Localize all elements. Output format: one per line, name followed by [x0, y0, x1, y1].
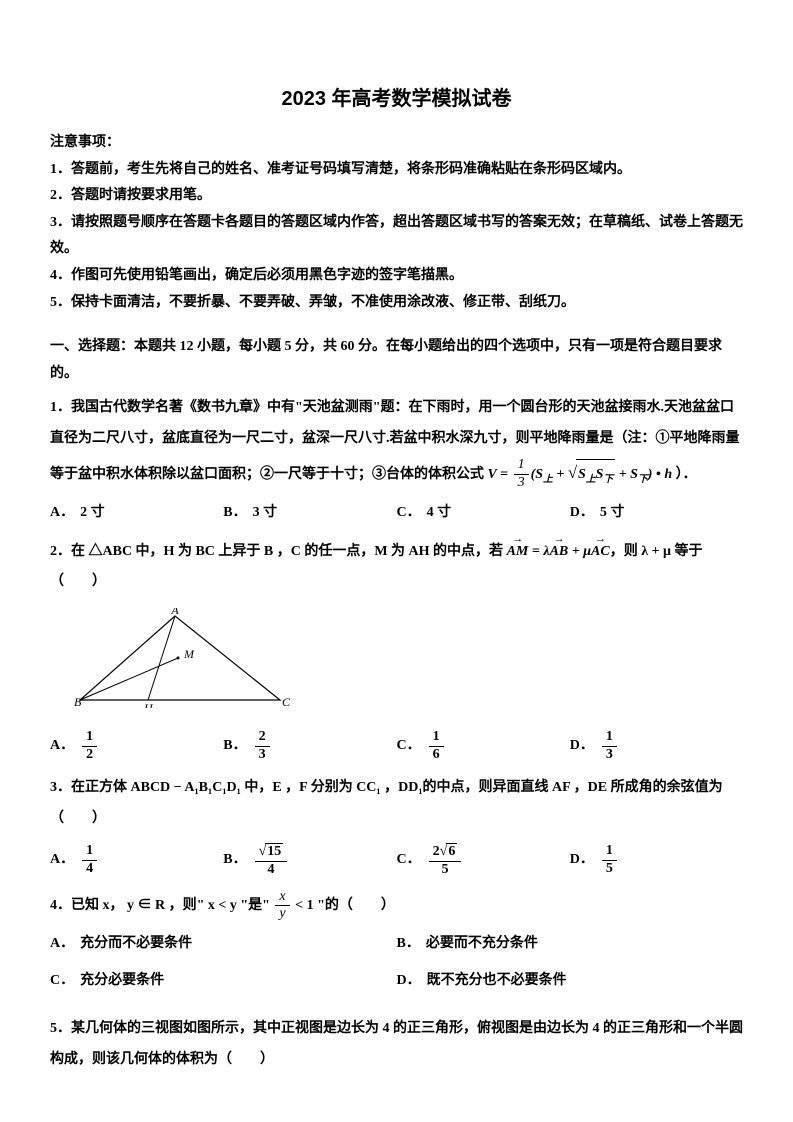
question-5: 5．某几何体的三视图如图所示，其中正视图是边长为 4 的正三角形，俯视图是由边长… [50, 1014, 743, 1076]
q1-formula: V = 13(S上 + √S上S下 + S下) • h [488, 467, 676, 482]
q3c-sqrt: 6 [446, 843, 457, 861]
label-b: B． [223, 847, 246, 874]
q1-option-c: C．4 寸 [397, 500, 570, 527]
triangle-icon: A B C H M [70, 608, 290, 708]
q3-option-c: C． 2√65 [397, 843, 570, 879]
q3-option-d: D． 15 [570, 843, 743, 879]
question-2: 2．在 △ABC 中，H 为 BC 上异于 B ，C 的任一点，M 为 AH 的… [50, 537, 743, 599]
instruction-item: 5．保持卡面清洁，不要折暴、不要弄破、弄皱，不准使用涂改液、修正带、刮纸刀。 [50, 290, 743, 317]
q2a-num: 1 [82, 729, 97, 747]
q4-optD-text: 既不充分也不必要条件 [427, 973, 567, 988]
instruction-item: 2．答题时请按要求用笔。 [50, 183, 743, 210]
svg-text:B: B [74, 695, 82, 708]
q3b-num: √15 [255, 843, 288, 862]
q1-optC-text: 4 寸 [427, 500, 452, 527]
label-c: C． [397, 847, 421, 874]
q3-text: 3．在正方体 ABCD − A₁B₁C₁D₁ 中，E ，F 分别为 CC₁ ，D… [50, 780, 723, 826]
q4-text-b: < 1 "的（ ） [292, 898, 395, 913]
q4-option-b: B． 必要而不充分条件 [397, 931, 744, 958]
q2b-den: 3 [255, 747, 270, 764]
label-a: A． [50, 936, 74, 951]
label-b: B． [223, 500, 246, 527]
q1-options: A．2 寸 B． 3 寸 C．4 寸 D．5 寸 [50, 500, 743, 527]
label-d: D． [570, 847, 594, 874]
question-4: 4．已知 x， y ∈ R ，则" x < y "是" xy < 1 "的（ ） [50, 889, 743, 924]
svg-text:H: H [143, 701, 154, 708]
q2d-num: 1 [602, 729, 617, 747]
q3d-den: 5 [602, 861, 617, 878]
instruction-item: 3．请按照题号顺序在答题卡各题目的答题区域内作答，超出答题区域书写的答案无效；在… [50, 210, 743, 263]
q2d-den: 3 [602, 747, 617, 764]
label-d: D． [570, 500, 594, 527]
q3-options: A．14 B．√154 C．2√65 D．15 [50, 843, 743, 879]
label-a: A． [50, 500, 74, 527]
q2-figure: A B C H M [70, 608, 743, 719]
question-1: 1．我国古代数学名著《数书九章》中有"天池盆测雨"题：在下雨时，用一个圆台形的天… [50, 393, 743, 492]
label-c: C． [397, 733, 421, 760]
q5-text: 5．某几何体的三视图如图所示，其中正视图是边长为 4 的正三角形，俯视图是由边长… [50, 1021, 743, 1067]
q2-option-c: C． 16 [397, 729, 570, 764]
q4-option-a: A． 充分而不必要条件 [50, 931, 397, 958]
q3-option-a: A． 14 [50, 843, 223, 879]
q2a-den: 2 [82, 747, 97, 764]
svg-text:A: A [170, 608, 179, 617]
q1-text: 1．我国古代数学名著《数书九章》中有"天池盆测雨"题：在下雨时，用一个圆台形的天… [50, 400, 740, 482]
q3d-num: 1 [602, 843, 617, 861]
q1-option-d: D．5 寸 [570, 500, 743, 527]
q2b-num: 2 [255, 729, 270, 747]
q3-option-b: B． √154 [223, 843, 396, 879]
q2-options: A．12 B．23 C．16 D．13 [50, 729, 743, 764]
q4-option-c: C． 充分必要条件 [50, 968, 397, 995]
q2c-den: 6 [429, 747, 444, 764]
section-heading: 一、选择题：本题共 12 小题，每小题 5 分，共 60 分。在每小题给出的四个… [50, 334, 743, 387]
q1-option-a: A．2 寸 [50, 500, 223, 527]
label-b: B． [397, 936, 420, 951]
q1-optB-text: 3 寸 [253, 500, 278, 527]
q4-frac-num: x [275, 889, 289, 907]
q3c-num: 2√6 [429, 843, 462, 862]
label-b: B． [223, 733, 246, 760]
label-a: A． [50, 847, 74, 874]
label-d: D． [570, 733, 594, 760]
q1-optD-text: 5 寸 [600, 500, 625, 527]
instructions-heading: 注意事项： [50, 130, 743, 157]
q4-frac-den: y [275, 906, 289, 923]
q2-formula: AM = λAB + μAC [507, 544, 610, 559]
q2c-num: 1 [429, 729, 444, 747]
q4-text: 4．已知 x， y ∈ R ，则" x < y "是" xy < 1 "的（ ） [50, 898, 395, 913]
instruction-item: 4．作图可先使用铅笔画出，确定后必须用黑色字迹的签字笔描黑。 [50, 263, 743, 290]
label-c: C． [50, 973, 74, 988]
q3a-num: 1 [82, 843, 97, 861]
q4-optB-text: 必要而不充分条件 [426, 936, 538, 951]
q1-option-b: B． 3 寸 [223, 500, 396, 527]
q2-option-d: D． 13 [570, 729, 743, 764]
instruction-item: 1．答题前，考生先将自己的姓名、准考证号码填写清楚，将条形码准确粘贴在条形码区域… [50, 157, 743, 184]
q3c-den: 5 [429, 862, 462, 879]
q4-option-d: D． 既不充分也不必要条件 [397, 968, 744, 995]
question-3: 3．在正方体 ABCD − A₁B₁C₁D₁ 中，E ，F 分别为 CC₁ ，D… [50, 773, 743, 835]
q4-options: A． 充分而不必要条件 B． 必要而不充分条件 C． 充分必要条件 D． 既不充分也不必… [50, 931, 743, 1004]
q3b-sqrt: 15 [265, 843, 283, 861]
label-d: D． [397, 973, 421, 988]
svg-text:M: M [183, 647, 195, 661]
q2-text-a: 2．在 △ABC 中，H 为 BC 上异于 B ，C 的任一点，M 为 AH 的… [50, 544, 507, 559]
q1-suffix: ）． [676, 467, 697, 482]
q3b-den: 4 [255, 862, 288, 879]
q4-optC-text: 充分必要条件 [80, 973, 164, 988]
page-title: 2023 年高考数学模拟试卷 [50, 80, 743, 118]
q2-text: 2．在 △ABC 中，H 为 BC 上异于 B ，C 的任一点，M 为 AH 的… [50, 544, 703, 590]
q3a-den: 4 [82, 861, 97, 878]
q2-option-b: B． 23 [223, 729, 396, 764]
svg-text:C: C [282, 695, 290, 708]
label-a: A． [50, 733, 74, 760]
instructions-block: 注意事项： 1．答题前，考生先将自己的姓名、准考证号码填写清楚，将条形码准确粘贴… [50, 130, 743, 316]
q4-text-a: 4．已知 x， y ∈ R ，则" x < y "是" [50, 898, 273, 913]
q1-optA-text: 2 寸 [80, 500, 105, 527]
q2-option-a: A． 12 [50, 729, 223, 764]
q4-optA-text: 充分而不必要条件 [80, 936, 192, 951]
label-c: C． [397, 500, 421, 527]
